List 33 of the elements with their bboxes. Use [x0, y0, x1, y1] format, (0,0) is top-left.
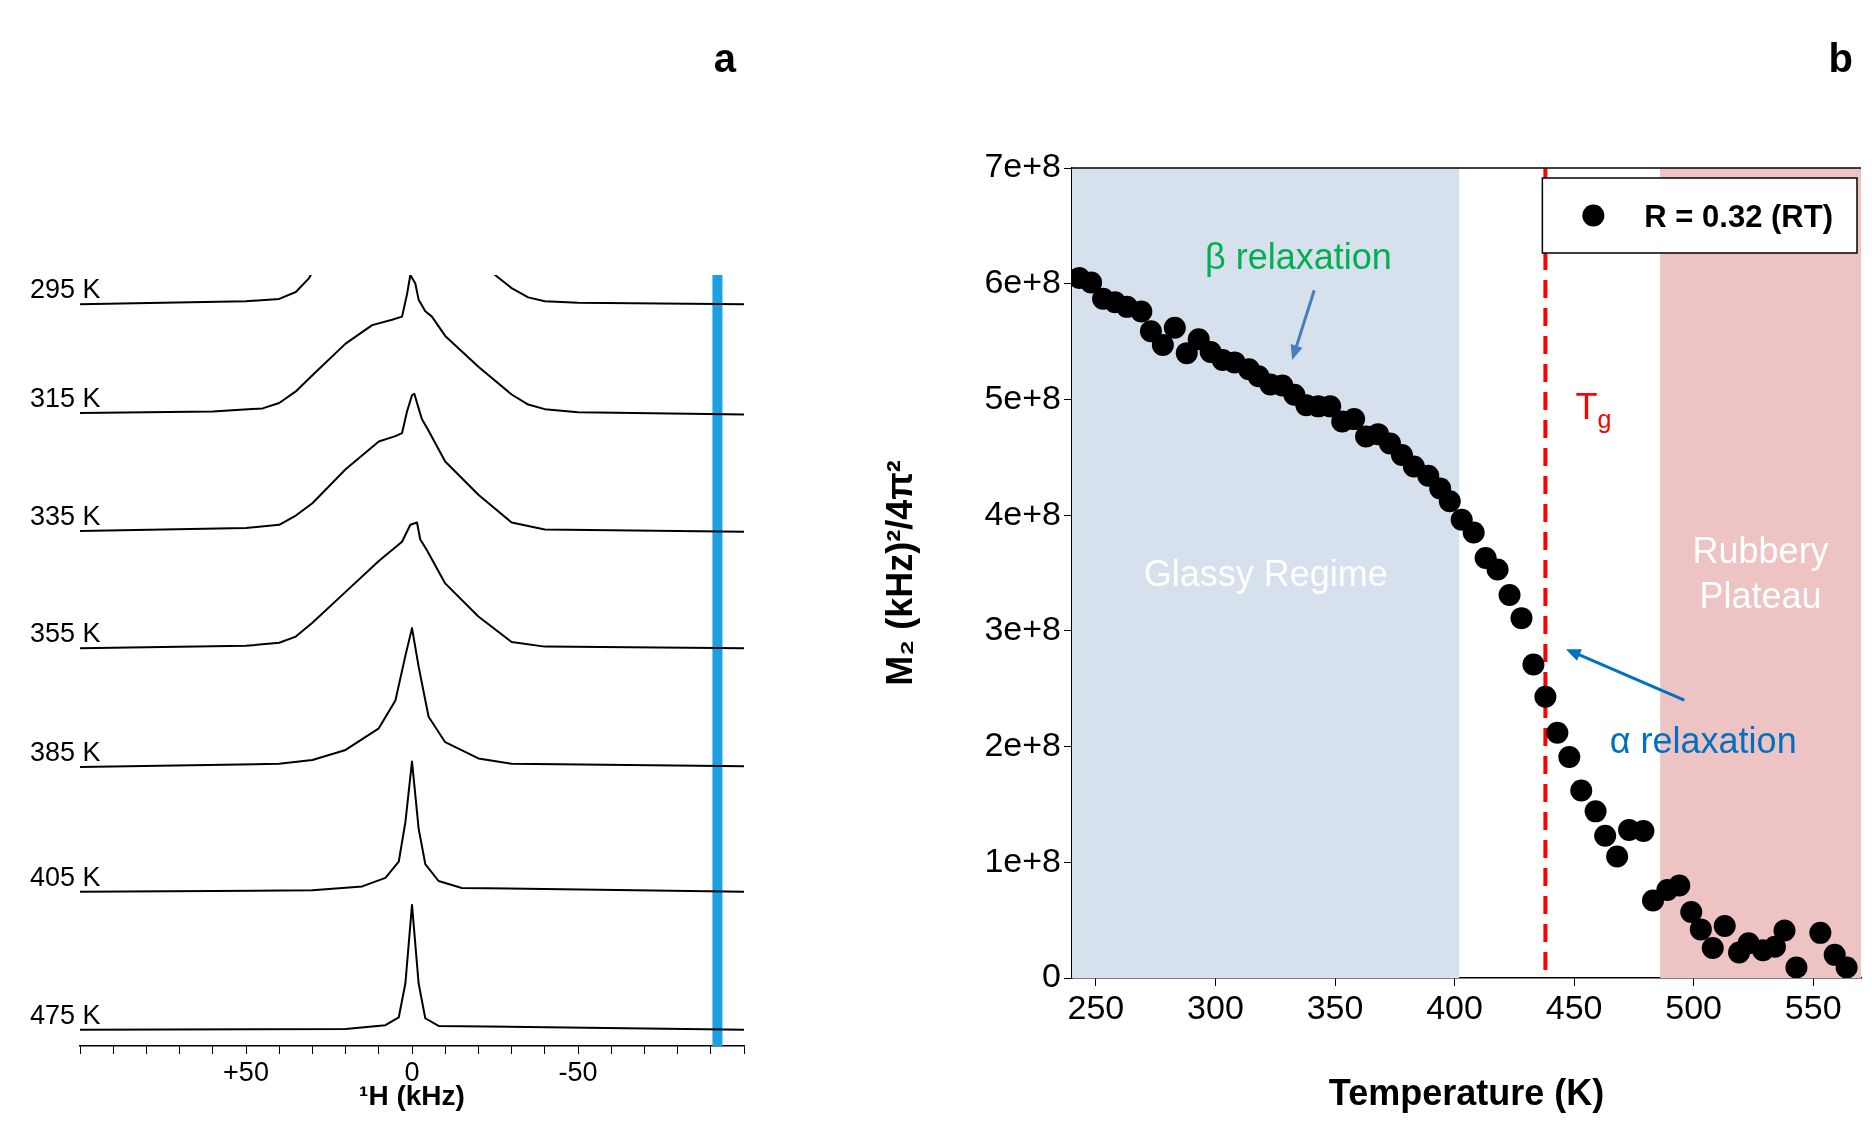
band-label: Rubbery Plateau [1692, 530, 1829, 617]
y-tick-label: 7e+8 [984, 146, 1061, 185]
x-tick-label: 400 [1426, 987, 1483, 1026]
x-tick-label: 450 [1545, 987, 1603, 1026]
series-label: 335 K [30, 500, 101, 531]
chart-title: a [713, 36, 737, 80]
legend-label: R = 0.32 (RT) [1644, 198, 1834, 234]
series-label: 475 K [30, 999, 101, 1030]
y-tick-label: 2e+8 [984, 724, 1061, 763]
x-axis-title: ¹H (kHz) [359, 1080, 465, 1111]
y-tick-label: 0 [1042, 956, 1061, 995]
y-tick-label: 6e+8 [984, 262, 1061, 301]
x-axis-title: Temperature (K) [1328, 1072, 1605, 1113]
y-tick-label: 5e+8 [984, 377, 1061, 416]
chart-title: b [1828, 36, 1853, 80]
series-label: 295 K [30, 274, 101, 305]
x-tick-label: 350 [1306, 987, 1364, 1026]
y-tick-label: 1e+8 [984, 840, 1061, 879]
x-tick-label: 550 [1784, 987, 1842, 1026]
series-label: 405 K [30, 861, 101, 892]
x-tick-label: +50 [223, 1056, 269, 1087]
annotation: β relaxation [1205, 235, 1392, 277]
y-tick-label: 3e+8 [984, 609, 1061, 648]
x-tick-label: -50 [558, 1056, 598, 1087]
series-label: 315 K [30, 383, 101, 414]
annotation: α relaxation [1609, 720, 1797, 762]
series-label: 385 K [30, 736, 101, 767]
series-label: 355 K [30, 618, 101, 649]
x-tick-label: 300 [1187, 987, 1244, 1026]
y-axis-title: M₂ (kHz)²/4π² [879, 460, 920, 686]
y-tick-label: 4e+8 [984, 493, 1061, 532]
x-tick-label: 250 [1067, 987, 1125, 1026]
x-tick-label: 500 [1665, 987, 1722, 1026]
